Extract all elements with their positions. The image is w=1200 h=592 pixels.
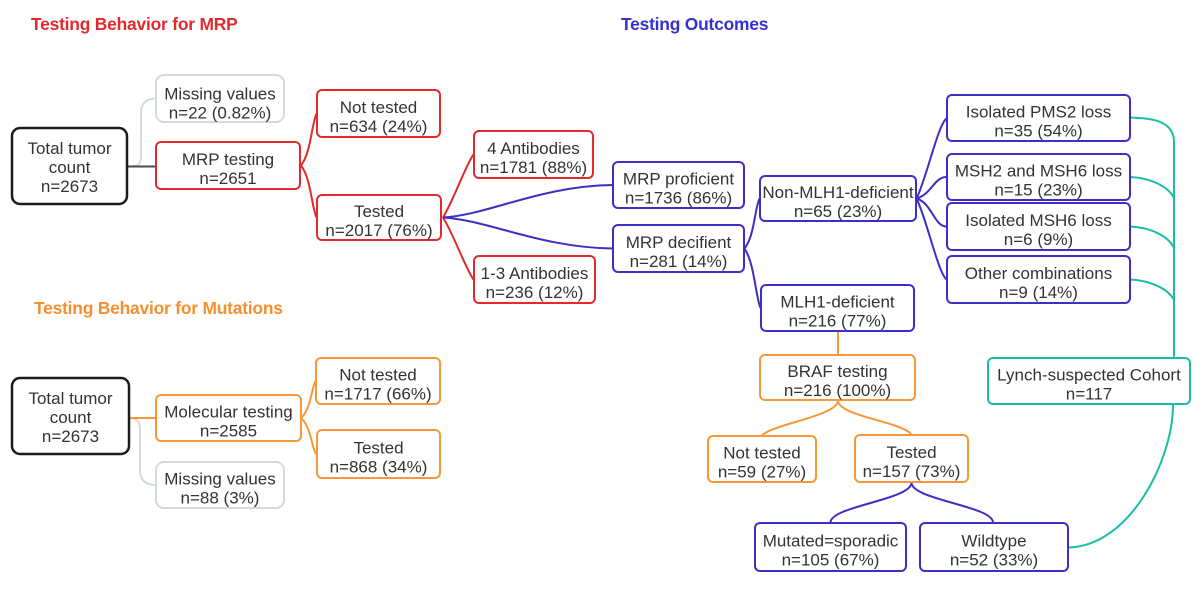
svg-text:Testing Outcomes: Testing Outcomes — [621, 14, 768, 34]
svg-text:Testing Behavior for Mutations: Testing Behavior for Mutations — [34, 298, 283, 318]
svg-text:Testing Behavior for MRP: Testing Behavior for MRP — [31, 14, 238, 34]
